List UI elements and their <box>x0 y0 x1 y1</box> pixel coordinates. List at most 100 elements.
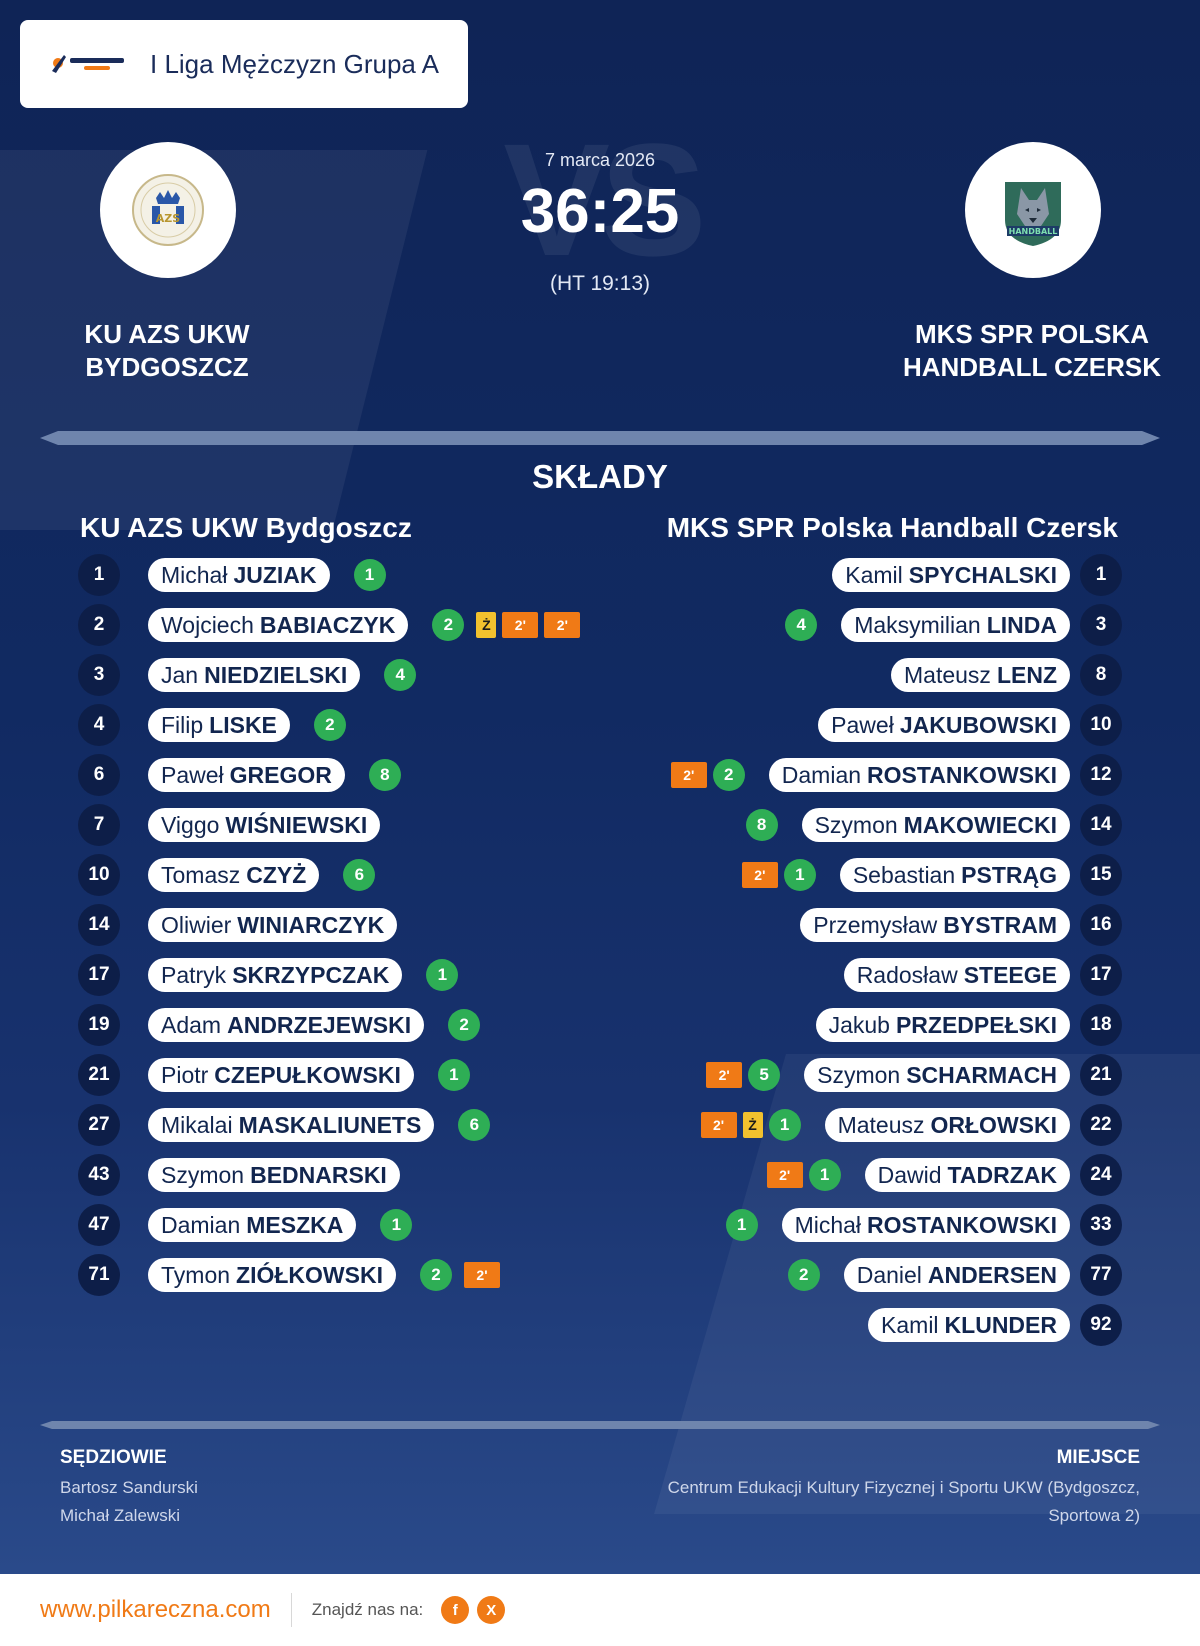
player-row: 12 Damian ROSTANKOWSKI 2 2' <box>670 754 1122 796</box>
match-date: 7 marca 2026 <box>544 150 656 170</box>
player-name: Jakub PRZEDPEŁSKI <box>815 1008 1070 1042</box>
player-first-name: Maksymilian <box>854 611 981 638</box>
player-first-name: Jakub <box>828 1011 890 1038</box>
player-row: 17 Patryk SKRZYPCZAK 1 <box>78 954 459 996</box>
player-number: 16 <box>1080 904 1122 946</box>
home-roster-heading: KU AZS UKW Bydgoszcz <box>80 512 412 543</box>
player-first-name: Mikalai <box>161 1111 233 1138</box>
player-row: 18 Jakub PRZEDPEŁSKI <box>815 1004 1122 1046</box>
player-row: 4 Filip LISKE 2 <box>78 704 346 746</box>
player-row: 15 Sebastian PSTRĄG 1 2' <box>741 854 1122 896</box>
player-number: 24 <box>1080 1154 1122 1196</box>
player-first-name: Paweł <box>161 761 224 788</box>
player-number: 1 <box>78 554 120 596</box>
match-summary: I Liga Mężczyzn Grupa A VS 7 marca 2026 … <box>0 0 1200 1574</box>
website-link[interactable]: www.pilkareczna.com <box>40 1596 271 1623</box>
goals-badge: 1 <box>353 559 386 591</box>
player-number: 3 <box>78 654 120 696</box>
x-icon[interactable]: X <box>477 1596 506 1624</box>
player-first-name: Daniel <box>856 1261 922 1288</box>
player-last-name: MASKALIUNETS <box>238 1111 422 1138</box>
goals-badge: 4 <box>785 609 818 641</box>
player-name: Sebastian PSTRĄG <box>839 858 1070 892</box>
player-first-name: Adam <box>161 1011 222 1038</box>
player-name: Damian ROSTANKOWSKI <box>768 758 1070 792</box>
goals-badge: 5 <box>748 1059 781 1091</box>
player-number: 12 <box>1080 754 1122 796</box>
goals-badge: 8 <box>745 809 778 841</box>
player-number: 2 <box>78 604 120 646</box>
player-row: 92 Kamil KLUNDER <box>868 1304 1122 1346</box>
player-last-name: SPYCHALSKI <box>908 561 1057 588</box>
footer-separator <box>290 1593 292 1627</box>
player-number: 19 <box>78 1004 120 1046</box>
player-first-name: Tymon <box>161 1261 231 1288</box>
vs-watermark: VS <box>503 110 706 289</box>
player-row: 21 Piotr CZEPUŁKOWSKI 1 <box>78 1054 470 1096</box>
player-first-name: Kamil <box>881 1311 939 1338</box>
final-score: 36:25 <box>520 177 680 246</box>
player-number: 27 <box>78 1104 120 1146</box>
player-row: 24 Dawid TADRZAK 1 2' <box>766 1154 1122 1196</box>
player-first-name: Michał <box>161 561 228 588</box>
player-name: Wojciech BABIACZYK <box>148 608 409 642</box>
player-last-name: ROSTANKOWSKI <box>867 1211 1057 1238</box>
svg-text:AZS: AZS <box>156 212 180 225</box>
player-first-name: Mateusz <box>904 661 991 688</box>
player-name: Jan NIEDZIELSKI <box>148 658 361 692</box>
player-name: Paweł GREGOR <box>148 758 345 792</box>
player-name: Kamil KLUNDER <box>868 1308 1070 1342</box>
player-row: 77 Daniel ANDERSEN 2 <box>787 1254 1122 1296</box>
player-first-name: Viggo <box>161 811 220 838</box>
player-last-name: ROSTANKOWSKI <box>867 761 1057 788</box>
player-number: 3 <box>1080 604 1122 646</box>
player-name: Mateusz ORŁOWSKI <box>824 1108 1070 1142</box>
divider <box>40 431 1160 445</box>
goals-badge: 2 <box>432 609 465 641</box>
player-last-name: MESZKA <box>246 1211 344 1238</box>
footer: www.pilkareczna.com Znajdź nas na: f X <box>0 1574 1200 1646</box>
player-name: Kamil SPYCHALSKI <box>832 558 1070 592</box>
player-name: Maksymilian LINDA <box>841 608 1070 642</box>
wolf-handball-crest-icon: HANDBALL <box>1005 182 1061 246</box>
suspension-badge: 2' <box>670 762 707 788</box>
player-first-name: Michał <box>794 1211 862 1238</box>
player-last-name: KLUNDER <box>944 1311 1057 1338</box>
player-last-name: CZYŻ <box>246 861 307 888</box>
player-name: Viggo WIŚNIEWSKI <box>148 808 381 842</box>
player-name: Michał ROSTANKOWSKI <box>781 1208 1070 1242</box>
facebook-icon[interactable]: f <box>441 1596 470 1624</box>
player-number: 17 <box>78 954 120 996</box>
player-last-name: NIEDZIELSKI <box>204 661 348 688</box>
player-number: 47 <box>78 1204 120 1246</box>
goals-badge: 1 <box>426 959 459 991</box>
player-row: 3 Jan NIEDZIELSKI 4 <box>78 654 417 696</box>
referees-label: SĘDZIOWIE <box>60 1447 167 1468</box>
player-row: 71 Tymon ZIÓŁKOWSKI 2 2' <box>78 1254 500 1296</box>
player-number: 33 <box>1080 1204 1122 1246</box>
player-number: 21 <box>1080 1054 1122 1096</box>
player-last-name: TADRZAK <box>947 1161 1057 1188</box>
player-last-name: STEEGE <box>963 961 1057 988</box>
player-name: Mateusz LENZ <box>891 658 1070 692</box>
player-first-name: Kamil <box>845 561 903 588</box>
player-last-name: LENZ <box>996 661 1057 688</box>
player-name: Filip LISKE <box>148 708 290 742</box>
player-first-name: Radosław <box>856 961 958 988</box>
player-number: 21 <box>78 1054 120 1096</box>
player-last-name: GREGOR <box>229 761 332 788</box>
goals-badge: 4 <box>384 659 417 691</box>
goals-badge: 1 <box>437 1059 470 1091</box>
suspension-badge: 2' <box>766 1162 803 1188</box>
suspension-badge: 2' <box>700 1112 737 1138</box>
player-first-name: Patryk <box>161 961 227 988</box>
player-name: Michał JUZIAK <box>148 558 330 592</box>
player-last-name: JAKUBOWSKI <box>899 711 1057 738</box>
goals-badge: 6 <box>458 1109 491 1141</box>
player-last-name: BABIACZYK <box>259 611 396 638</box>
away-roster-heading: MKS SPR Polska Handball Czersk <box>666 512 1118 543</box>
goals-badge: 2 <box>419 1259 452 1291</box>
player-row: 2 Wojciech BABIACZYK 2 Ż 2' 2' <box>78 604 581 646</box>
player-name: Dawid TADRZAK <box>864 1158 1070 1192</box>
player-last-name: ANDRZEJEWSKI <box>227 1011 412 1038</box>
